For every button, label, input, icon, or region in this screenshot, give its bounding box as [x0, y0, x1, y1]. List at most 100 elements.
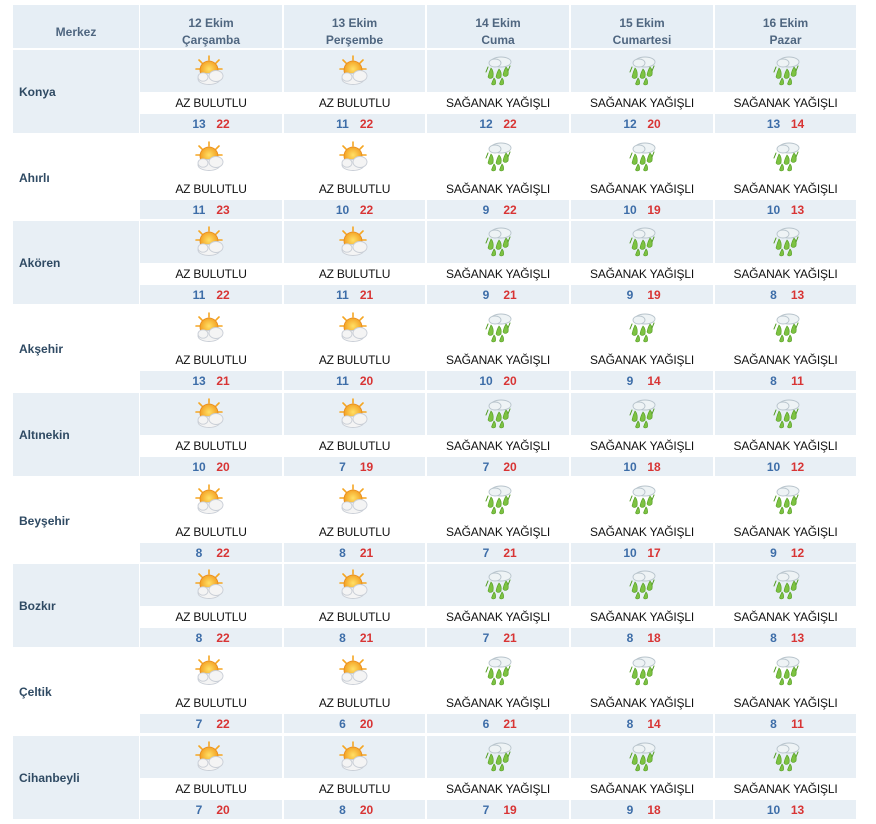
weather-icon-cell	[140, 479, 282, 521]
header-weekday: Pazar	[769, 33, 802, 47]
temperature-row: 8 11	[715, 714, 856, 733]
partly-cloudy-sun-icon	[284, 393, 425, 435]
condition-text: SAĞANAK YAĞIŞLI	[590, 696, 694, 710]
partly-cloudy-sun-icon	[140, 136, 282, 178]
max-temp: 13	[790, 802, 805, 817]
condition-text: SAĞANAK YAĞIŞLI	[733, 267, 838, 281]
temperature-row: 6 21	[427, 714, 569, 733]
condition-cell: SAĞANAK YAĞIŞLI	[571, 435, 713, 457]
condition-cell: AZ BULUTLU	[284, 435, 425, 457]
partly-cloudy-sun-icon	[284, 479, 425, 521]
weather-icon-cell	[284, 564, 425, 606]
condition-cell: SAĞANAK YAĞIŞLI	[715, 606, 856, 628]
max-temp: 14	[790, 116, 805, 131]
partly-cloudy-sun-icon	[140, 221, 282, 263]
temperature-row: 12 20	[571, 114, 713, 133]
max-temp: 20	[359, 802, 374, 817]
condition-cell: SAĞANAK YAĞIŞLI	[715, 263, 856, 285]
rain-shower-icon	[427, 479, 569, 521]
condition-text: SAĞANAK YAĞIŞLI	[446, 267, 550, 281]
condition-text: SAĞANAK YAĞIŞLI	[590, 267, 694, 281]
header-weekday: Perşembe	[325, 33, 384, 47]
condition-cell: AZ BULUTLU	[284, 263, 425, 285]
temperature-row: 8 22	[140, 628, 282, 647]
min-temp: 9	[626, 287, 634, 302]
condition-cell: SAĞANAK YAĞIŞLI	[571, 521, 713, 543]
weather-icon-cell	[427, 50, 569, 92]
header-date: 16 Ekim	[762, 16, 809, 30]
rain-shower-icon	[715, 307, 856, 349]
min-temp: 10	[623, 202, 637, 217]
city-name: Çeltik	[19, 684, 52, 699]
city-name: Konya	[13, 50, 139, 133]
condition-text: SAĞANAK YAĞIŞLI	[590, 439, 694, 453]
temperature-row: 7 19	[427, 800, 569, 819]
max-temp: 22	[216, 630, 230, 645]
condition-cell: AZ BULUTLU	[140, 92, 282, 114]
condition-cell: AZ BULUTLU	[140, 692, 282, 714]
city-name: Cihanbeyli	[13, 736, 139, 819]
condition-text: AZ BULUTLU	[318, 182, 391, 196]
rain-shower-icon	[715, 736, 856, 778]
condition-text: AZ BULUTLU	[175, 353, 247, 367]
min-temp: 7	[195, 802, 203, 817]
min-temp: 10	[623, 545, 637, 560]
city-name: Akören	[13, 221, 139, 304]
max-temp: 22	[503, 116, 517, 131]
rain-shower-icon	[715, 393, 856, 435]
condition-cell: SAĞANAK YAĞIŞLI	[427, 521, 569, 543]
temperature-row: 8 14	[571, 714, 713, 733]
condition-cell: SAĞANAK YAĞIŞLI	[571, 606, 713, 628]
max-temp: 21	[503, 716, 517, 731]
min-temp: 7	[339, 459, 346, 474]
min-temp: 13	[192, 116, 206, 131]
max-temp: 20	[503, 459, 517, 474]
temperature-row: 11 22	[284, 114, 425, 133]
condition-text: SAĞANAK YAĞIŞLI	[733, 696, 838, 710]
min-temp: 10	[479, 373, 493, 388]
min-temp: 8	[195, 630, 203, 645]
city-name: Ahırlı	[19, 170, 50, 185]
partly-cloudy-sun-icon	[140, 50, 282, 92]
weather-icon-cell	[427, 393, 569, 435]
max-temp: 22	[216, 716, 230, 731]
condition-cell: AZ BULUTLU	[284, 349, 425, 371]
condition-text: AZ BULUTLU	[318, 96, 391, 110]
weather-icon-cell	[140, 736, 282, 778]
weather-icon-cell	[715, 736, 856, 778]
header-weekday: Çarşamba	[181, 33, 241, 47]
temperature-row: 8 13	[715, 285, 856, 304]
max-temp: 18	[647, 459, 661, 474]
condition-cell: SAĞANAK YAĞIŞLI	[427, 263, 569, 285]
condition-cell: SAĞANAK YAĞIŞLI	[571, 92, 713, 114]
temperature-row: 11 22	[140, 285, 282, 304]
temperature-row: 8 20	[284, 800, 425, 819]
condition-cell: AZ BULUTLU	[284, 692, 425, 714]
condition-cell: AZ BULUTLU	[140, 521, 282, 543]
rain-shower-icon	[571, 307, 713, 349]
condition-text: SAĞANAK YAĞIŞLI	[590, 525, 694, 539]
min-temp: 11	[192, 202, 206, 217]
condition-cell: SAĞANAK YAĞIŞLI	[427, 692, 569, 714]
header-date: 13 Ekim	[331, 16, 378, 30]
weather-icon-cell	[715, 221, 856, 263]
city-name: Akşehir	[19, 341, 64, 356]
max-temp: 20	[359, 716, 374, 731]
condition-cell: SAĞANAK YAĞIŞLI	[715, 435, 856, 457]
temperature-row: 7 20	[140, 800, 282, 819]
temperature-row: 7 20	[427, 457, 569, 476]
condition-text: SAĞANAK YAĞIŞLI	[590, 182, 694, 196]
condition-text: AZ BULUTLU	[318, 782, 391, 796]
condition-text: SAĞANAK YAĞIŞLI	[590, 610, 694, 624]
condition-text: SAĞANAK YAĞIŞLI	[733, 353, 838, 367]
min-temp: 9	[626, 802, 634, 817]
max-temp: 18	[647, 802, 661, 817]
condition-text: AZ BULUTLU	[175, 525, 247, 539]
rain-shower-icon	[427, 650, 569, 692]
max-temp: 19	[359, 459, 374, 474]
max-temp: 20	[216, 459, 230, 474]
weather-icon-cell	[284, 736, 425, 778]
min-temp: 8	[195, 545, 203, 560]
rain-shower-icon	[427, 393, 569, 435]
